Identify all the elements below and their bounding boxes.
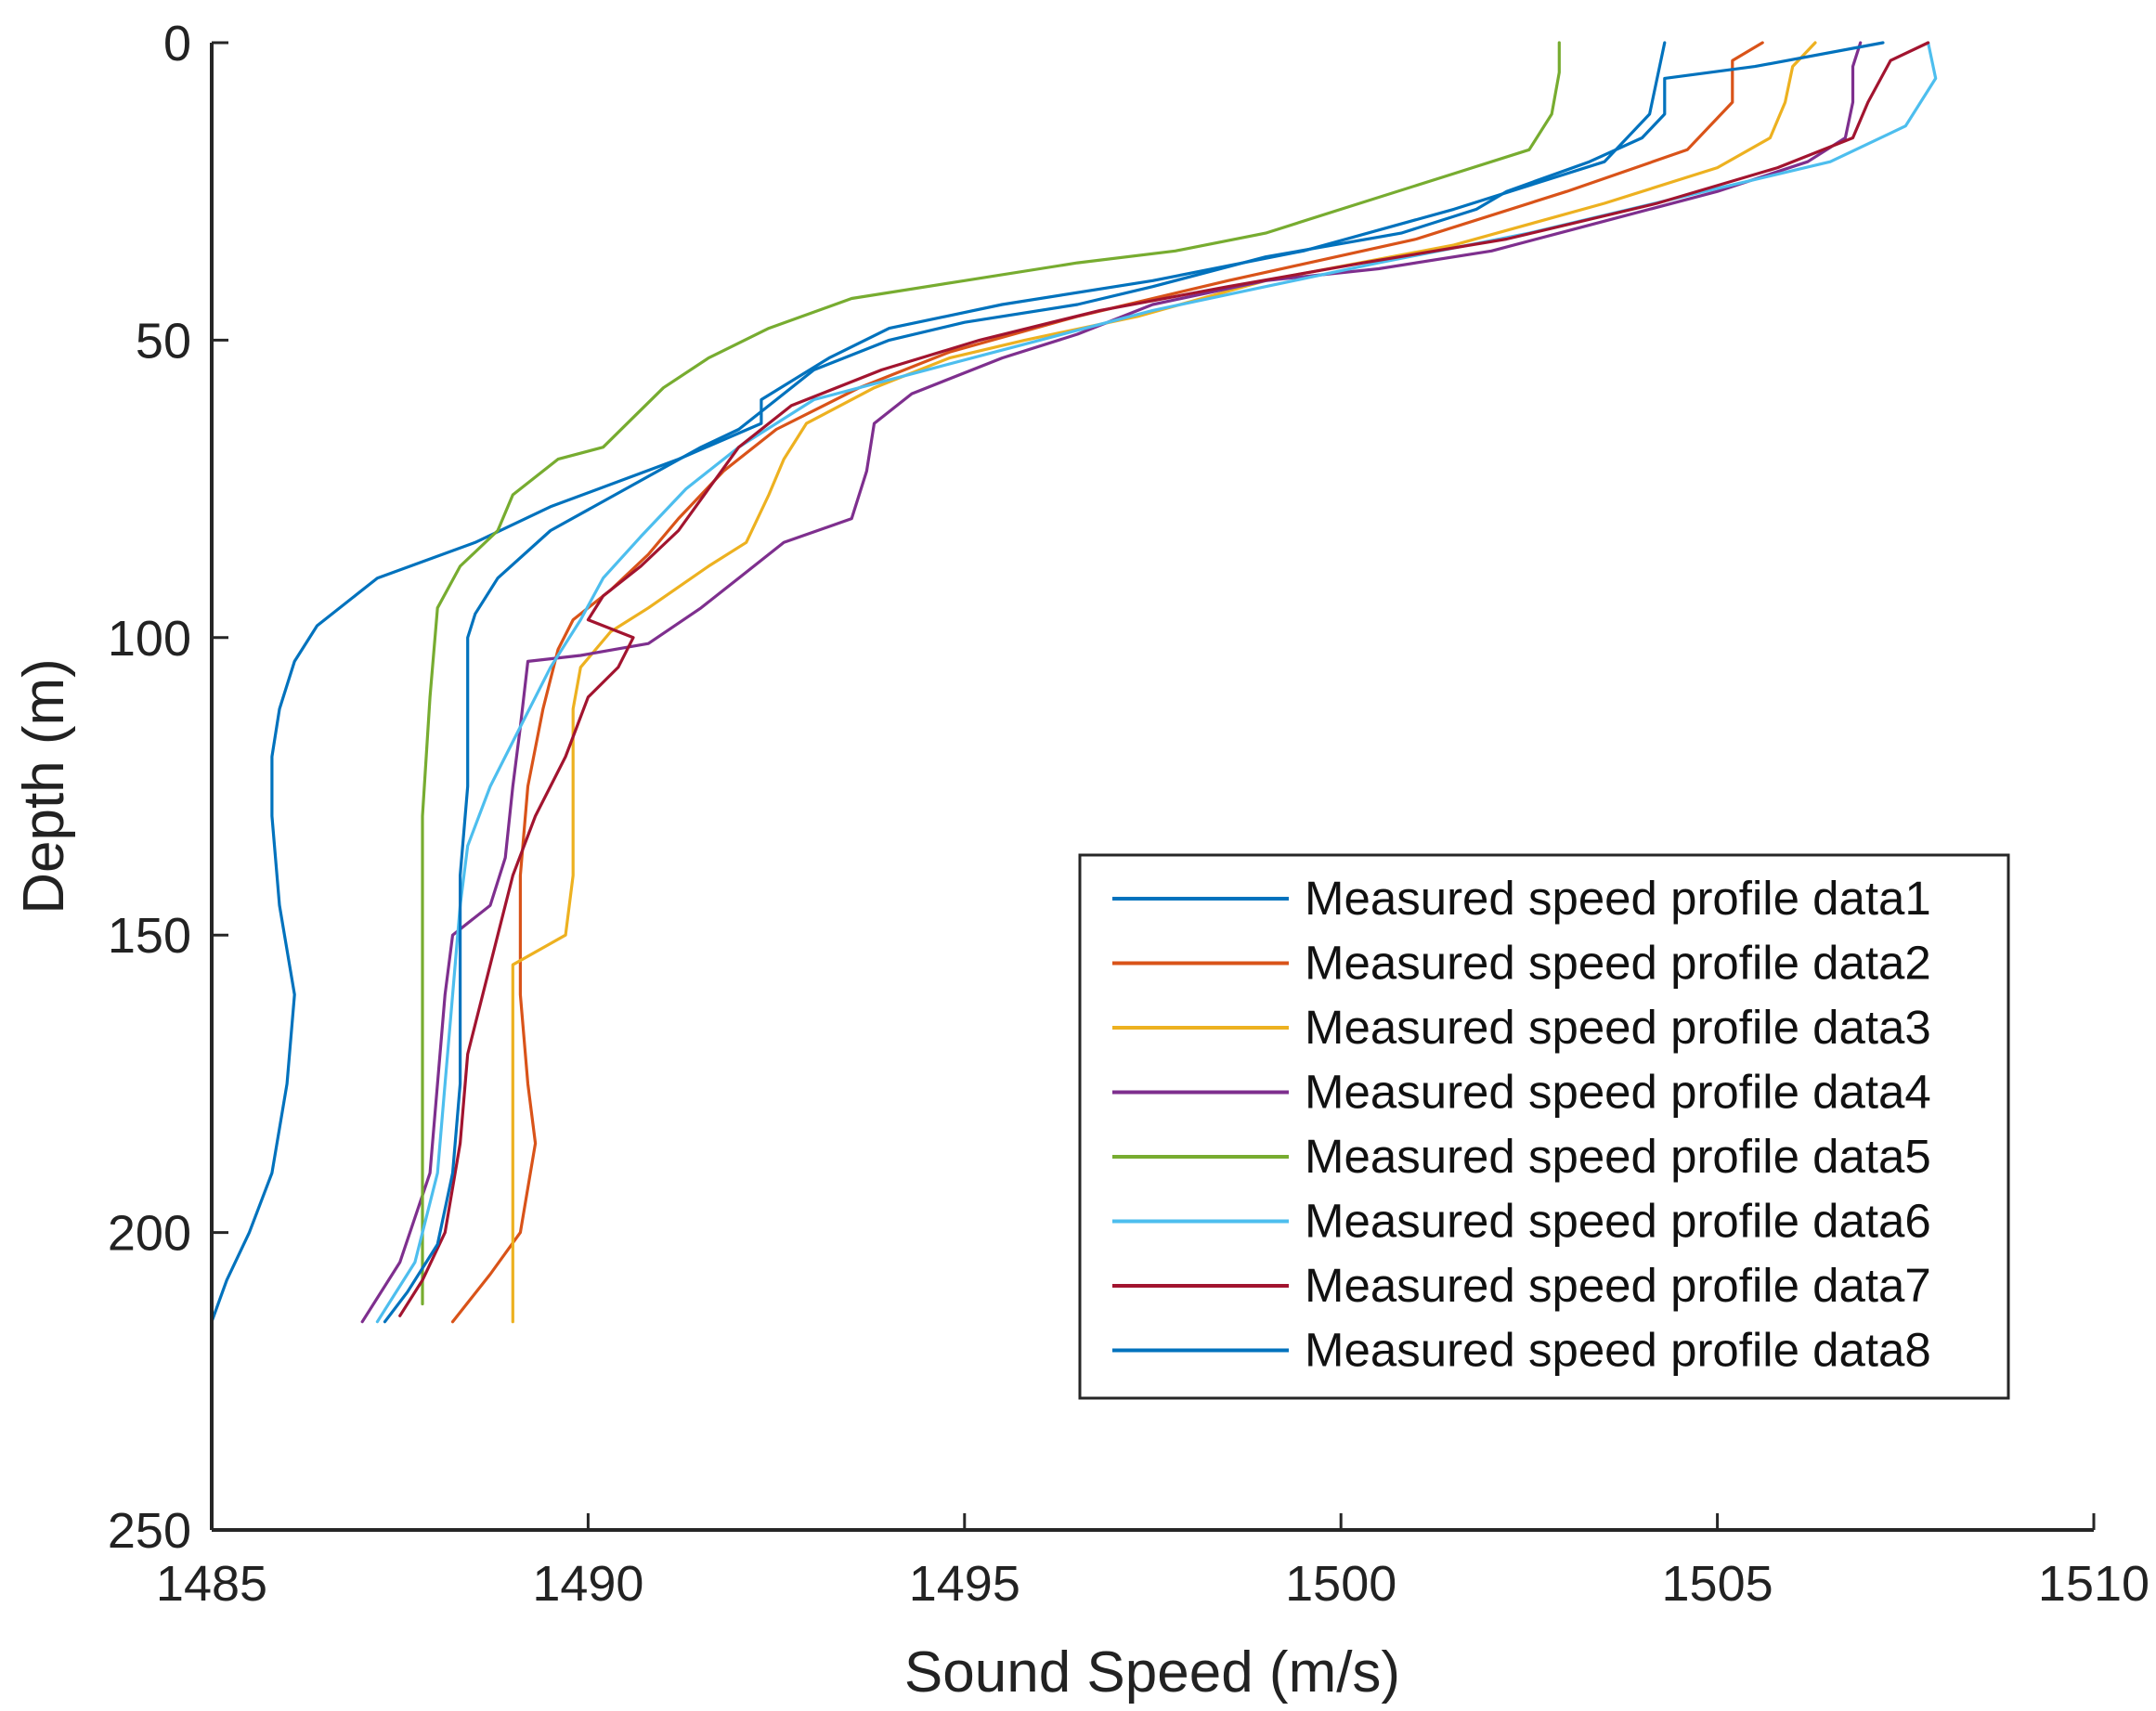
legend: Measured speed profile data1 Measured spe… <box>1078 853 2010 1400</box>
series-line-8 <box>383 41 1885 1324</box>
legend-box <box>1078 853 2010 1400</box>
series-line-7 <box>398 41 1930 1317</box>
x-tick-label: 1490 <box>532 1556 643 1612</box>
series-line-4 <box>360 41 1863 1324</box>
series-line-3 <box>511 41 1817 1324</box>
y-tick-label: 200 <box>108 1206 191 1262</box>
y-tick-label: 0 <box>163 16 191 71</box>
legend-label-8: Measured speed profile data8 <box>1305 1324 1931 1377</box>
x-tick-label: 1510 <box>2038 1556 2150 1612</box>
x-tick-label: 1500 <box>1285 1556 1396 1612</box>
y-tick-label: 250 <box>108 1503 191 1559</box>
legend-label-7: Measured speed profile data7 <box>1305 1259 1931 1312</box>
x-axis-label: Sound Speed (m/s) <box>904 1640 1400 1705</box>
legend-label-3: Measured speed profile data3 <box>1305 1001 1931 1054</box>
legend-items: Measured speed profile data1 Measured spe… <box>1112 872 1931 1377</box>
y-axis-label: Depth (m) <box>12 658 76 914</box>
series-layer <box>210 41 1938 1324</box>
x-tick-label: 1505 <box>1662 1556 1773 1612</box>
x-tick-label: 1485 <box>156 1556 267 1612</box>
y-tick-label: 150 <box>108 908 191 964</box>
x-axis-ticks: 1485 1490 1495 1500 1505 1510 <box>156 1513 2150 1612</box>
series-line-1 <box>210 41 1667 1324</box>
y-axis-ticks: 0 50 100 150 200 250 <box>108 16 228 1559</box>
legend-label-2: Measured speed profile data2 <box>1305 937 1931 990</box>
y-tick-label: 100 <box>108 611 191 667</box>
legend-label-5: Measured speed profile data5 <box>1305 1130 1931 1183</box>
series-line-5 <box>421 41 1561 1306</box>
y-tick-label: 50 <box>136 313 191 369</box>
legend-label-6: Measured speed profile data6 <box>1305 1195 1931 1248</box>
x-tick-label: 1495 <box>909 1556 1020 1612</box>
legend-label-1: Measured speed profile data1 <box>1305 872 1931 925</box>
legend-label-4: Measured speed profile data4 <box>1305 1066 1931 1119</box>
series-line-2 <box>450 41 1764 1324</box>
